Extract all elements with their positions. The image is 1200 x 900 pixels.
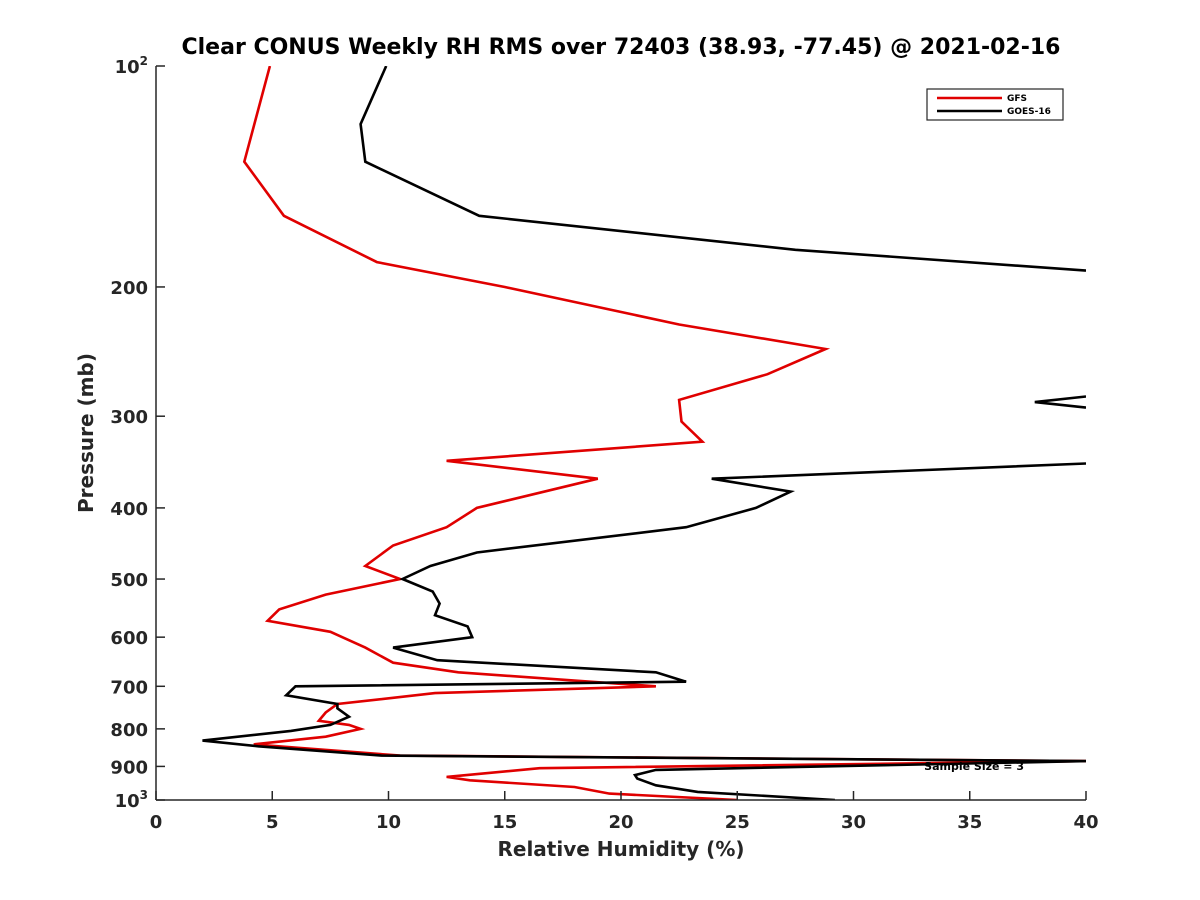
y-tick-label: 300: [110, 407, 148, 428]
x-tick-label: 10: [376, 812, 401, 833]
y-tick-label: 102: [115, 54, 148, 78]
x-tick-label: 40: [1073, 812, 1098, 833]
x-tick-label: 25: [725, 812, 750, 833]
y-tick-label: 400: [110, 499, 148, 520]
sample-size-annotation: Sample Size = 3: [924, 760, 1024, 773]
y-tick-label: 600: [110, 628, 148, 649]
y-tick-label: 800: [110, 720, 148, 741]
series-line-gfs: [242, 66, 1086, 800]
legend: GFS GOES-16: [926, 88, 1064, 121]
y-tick-label: 700: [110, 677, 148, 698]
x-tick-label: 35: [957, 812, 982, 833]
y-tick-label: 103: [115, 788, 148, 812]
y-axis-ticks: 102 200 300 400 500 600 700 800 900 103: [110, 54, 165, 812]
legend-label-goes16: GOES-16: [1007, 107, 1051, 117]
legend-box: [926, 88, 1064, 121]
y-tick-label: 900: [110, 757, 148, 778]
x-tick-label: 30: [841, 812, 866, 833]
series-line-goes16: [202, 66, 1086, 800]
x-axis-ticks: 0 5 10 15 20 25 30 35 40: [150, 791, 1099, 833]
x-axis-label: Relative Humidity (%): [497, 837, 744, 861]
chart-title: Clear CONUS Weekly RH RMS over 72403 (38…: [182, 35, 1061, 60]
x-tick-label: 0: [150, 812, 163, 833]
plot-area: [202, 66, 1086, 800]
legend-label-gfs: GFS: [1007, 94, 1027, 104]
y-tick-label: 200: [110, 278, 148, 299]
x-tick-label: 20: [608, 812, 633, 833]
y-axis-label: Pressure (mb): [74, 353, 98, 513]
y-tick-label: 500: [110, 570, 148, 591]
x-tick-label: 5: [266, 812, 279, 833]
x-tick-label: 15: [492, 812, 517, 833]
